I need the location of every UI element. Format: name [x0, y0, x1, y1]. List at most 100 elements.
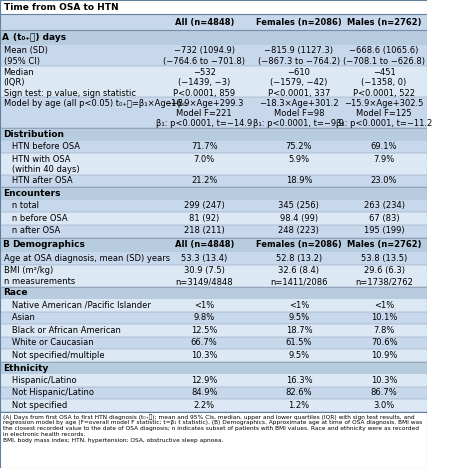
Text: Ethnicity: Ethnicity — [4, 364, 49, 373]
Text: (t₀₊₟) days: (t₀₊₟) days — [13, 33, 66, 42]
Text: 1.2%: 1.2% — [288, 401, 310, 410]
Text: Model by age (all p<0.05) t₀₊₟=β₁×Age+β₀: Model by age (all p<0.05) t₀₊₟=β₁×Age+β₀ — [4, 99, 186, 108]
Text: 18.9%: 18.9% — [286, 176, 312, 185]
Text: 29.6 (6.3): 29.6 (6.3) — [364, 266, 405, 275]
Text: Females (n=2086): Females (n=2086) — [256, 241, 342, 249]
Text: 21.2%: 21.2% — [191, 176, 218, 185]
Text: 71.7%: 71.7% — [191, 142, 218, 151]
FancyBboxPatch shape — [0, 349, 428, 362]
Text: A: A — [2, 33, 9, 42]
FancyBboxPatch shape — [0, 387, 428, 400]
Text: HTN before OSA: HTN before OSA — [4, 142, 80, 151]
Text: (−708.1 to −626.8): (−708.1 to −626.8) — [343, 57, 425, 66]
Text: −815.9 (1127.3): −815.9 (1127.3) — [264, 46, 333, 55]
FancyBboxPatch shape — [0, 238, 428, 252]
Text: P<0.0001, 522: P<0.0001, 522 — [353, 88, 415, 97]
Text: Native American /Pacific Islander: Native American /Pacific Islander — [4, 300, 150, 310]
Text: 9.5%: 9.5% — [288, 351, 310, 360]
FancyBboxPatch shape — [0, 14, 428, 30]
Text: Demographics: Demographics — [13, 241, 85, 249]
Text: Females (n=2086): Females (n=2086) — [256, 17, 342, 27]
Text: β₁: p<0.0001, t=−14.9: β₁: p<0.0001, t=−14.9 — [156, 119, 252, 128]
Text: <1%: <1% — [374, 300, 394, 310]
Text: 248 (223): 248 (223) — [278, 227, 319, 235]
Text: −16.9×Age+299.3: −16.9×Age+299.3 — [164, 99, 244, 108]
FancyBboxPatch shape — [0, 252, 428, 265]
Text: Males (n=2762): Males (n=2762) — [347, 241, 421, 249]
Text: 9.8%: 9.8% — [193, 313, 215, 322]
Text: Model F=98: Model F=98 — [273, 109, 324, 118]
Text: P<0.0001, 859: P<0.0001, 859 — [173, 88, 235, 97]
Text: −668.6 (1065.6): −668.6 (1065.6) — [349, 46, 419, 55]
FancyBboxPatch shape — [0, 0, 428, 468]
Text: 30.9 (7.5): 30.9 (7.5) — [184, 266, 225, 275]
Text: (−764.6 to −701.8): (−764.6 to −701.8) — [163, 57, 245, 66]
Text: (within 40 days): (within 40 days) — [4, 166, 79, 175]
Text: 10.9%: 10.9% — [371, 351, 397, 360]
Text: 5.9%: 5.9% — [288, 154, 310, 164]
Text: (−1439, −3): (−1439, −3) — [178, 78, 230, 87]
Text: 98.4 (99): 98.4 (99) — [280, 214, 318, 223]
Text: P<0.0001, 337: P<0.0001, 337 — [268, 88, 330, 97]
FancyBboxPatch shape — [0, 225, 428, 238]
Text: 195 (199): 195 (199) — [364, 227, 404, 235]
Text: n before OSA: n before OSA — [4, 214, 67, 223]
Text: Time from OSA to HTN: Time from OSA to HTN — [4, 2, 118, 12]
Text: Model F=125: Model F=125 — [356, 109, 412, 118]
FancyBboxPatch shape — [0, 324, 428, 337]
Text: 66.7%: 66.7% — [191, 338, 218, 347]
Text: −610: −610 — [287, 68, 310, 77]
Text: n=1411/2086: n=1411/2086 — [270, 277, 328, 286]
Text: 61.5%: 61.5% — [286, 338, 312, 347]
FancyBboxPatch shape — [0, 212, 428, 225]
FancyBboxPatch shape — [0, 265, 428, 286]
FancyBboxPatch shape — [0, 374, 428, 387]
FancyBboxPatch shape — [0, 337, 428, 349]
Text: 70.6%: 70.6% — [371, 338, 397, 347]
FancyBboxPatch shape — [0, 153, 428, 175]
Text: n=3149/4848: n=3149/4848 — [175, 277, 233, 286]
Text: Males (n=2762): Males (n=2762) — [347, 17, 421, 27]
Text: Distribution: Distribution — [4, 130, 64, 139]
Text: (−867.3 to −764.2): (−867.3 to −764.2) — [258, 57, 340, 66]
Text: HTN after OSA: HTN after OSA — [4, 176, 72, 185]
Text: β₁: p<0.0001, t=−11.2: β₁: p<0.0001, t=−11.2 — [336, 119, 432, 128]
Text: 81 (92): 81 (92) — [189, 214, 219, 223]
FancyBboxPatch shape — [0, 97, 428, 128]
Text: White or Caucasian: White or Caucasian — [4, 338, 93, 347]
Text: β₁: p<0.0001, t=−9.9: β₁: p<0.0001, t=−9.9 — [254, 119, 345, 128]
Text: 9.5%: 9.5% — [288, 313, 310, 322]
Text: 345 (256): 345 (256) — [278, 201, 319, 211]
Text: Not Hispanic/Latino: Not Hispanic/Latino — [4, 388, 93, 397]
Text: BMI (m²/kg): BMI (m²/kg) — [4, 266, 53, 275]
FancyBboxPatch shape — [0, 45, 428, 66]
Text: 67 (83): 67 (83) — [369, 214, 400, 223]
FancyBboxPatch shape — [0, 312, 428, 324]
Text: 10.1%: 10.1% — [371, 313, 397, 322]
Text: 82.6%: 82.6% — [286, 388, 312, 397]
FancyBboxPatch shape — [0, 362, 428, 374]
Text: 218 (211): 218 (211) — [184, 227, 225, 235]
Text: Mean (SD): Mean (SD) — [4, 46, 47, 55]
Text: 53.8 (13.5): 53.8 (13.5) — [361, 254, 407, 263]
FancyBboxPatch shape — [0, 30, 428, 45]
Text: 69.1%: 69.1% — [371, 142, 397, 151]
Text: 7.8%: 7.8% — [374, 326, 395, 335]
Text: 84.9%: 84.9% — [191, 388, 218, 397]
Text: (95% CI): (95% CI) — [4, 57, 40, 66]
Text: 7.0%: 7.0% — [193, 154, 215, 164]
FancyBboxPatch shape — [0, 66, 428, 97]
Text: Age at OSA diagnosis, mean (SD) years: Age at OSA diagnosis, mean (SD) years — [4, 254, 170, 263]
Text: <1%: <1% — [289, 300, 309, 310]
Text: 12.9%: 12.9% — [191, 376, 218, 385]
Text: <1%: <1% — [194, 300, 214, 310]
Text: (A) Days from first OSA to first HTN diagnosis (t₀₊₟); mean and 95% CIs, median,: (A) Days from first OSA to first HTN dia… — [3, 414, 422, 443]
Text: 10.3%: 10.3% — [191, 351, 218, 360]
Text: Sign test: p value, sign statistic: Sign test: p value, sign statistic — [4, 88, 136, 97]
Text: B: B — [2, 241, 9, 249]
FancyBboxPatch shape — [0, 200, 428, 212]
Text: 12.5%: 12.5% — [191, 326, 218, 335]
Text: Asian: Asian — [4, 313, 35, 322]
Text: 18.7%: 18.7% — [286, 326, 312, 335]
Text: −15.9×Age+302.5: −15.9×Age+302.5 — [345, 99, 424, 108]
